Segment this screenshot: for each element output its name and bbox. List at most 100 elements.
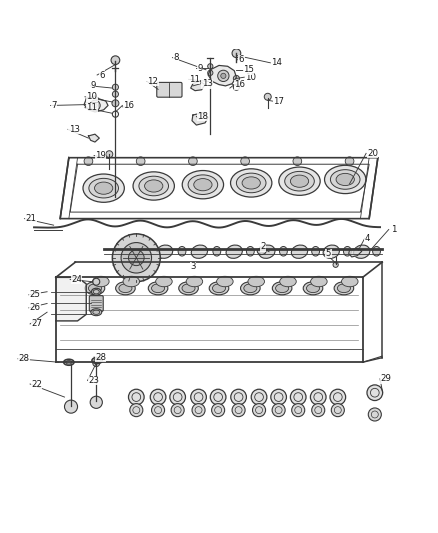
Circle shape: [90, 396, 102, 408]
Text: 18: 18: [197, 112, 208, 121]
Ellipse shape: [213, 246, 221, 256]
Circle shape: [130, 403, 143, 417]
Ellipse shape: [217, 276, 233, 287]
Circle shape: [367, 385, 383, 400]
Circle shape: [93, 360, 100, 367]
Circle shape: [113, 234, 160, 282]
Ellipse shape: [212, 284, 226, 293]
Text: 4: 4: [365, 233, 370, 243]
Ellipse shape: [336, 173, 354, 185]
Ellipse shape: [290, 175, 309, 187]
Text: 24: 24: [71, 275, 82, 284]
Text: 14: 14: [271, 58, 282, 67]
Circle shape: [264, 93, 271, 100]
Text: 10: 10: [86, 92, 97, 101]
Text: 25: 25: [30, 290, 41, 300]
Circle shape: [128, 250, 144, 265]
Ellipse shape: [148, 282, 168, 295]
Ellipse shape: [353, 245, 370, 259]
Ellipse shape: [155, 276, 172, 287]
Ellipse shape: [279, 167, 320, 195]
Ellipse shape: [132, 246, 140, 256]
Circle shape: [171, 403, 184, 417]
Ellipse shape: [307, 284, 320, 293]
Ellipse shape: [373, 246, 381, 256]
Text: 28: 28: [95, 352, 106, 361]
Circle shape: [290, 389, 306, 405]
Circle shape: [253, 403, 265, 417]
Circle shape: [192, 403, 205, 417]
Circle shape: [251, 389, 267, 405]
Circle shape: [152, 403, 165, 417]
Ellipse shape: [257, 248, 266, 255]
Ellipse shape: [119, 284, 132, 293]
Circle shape: [272, 403, 285, 417]
Circle shape: [210, 389, 226, 405]
Circle shape: [150, 389, 166, 405]
Text: 6: 6: [99, 70, 105, 79]
Ellipse shape: [182, 284, 195, 293]
Ellipse shape: [92, 276, 109, 287]
Ellipse shape: [194, 179, 212, 191]
Text: 16: 16: [123, 101, 134, 110]
Circle shape: [345, 157, 354, 166]
Text: 20: 20: [367, 149, 378, 158]
Ellipse shape: [311, 276, 327, 287]
Circle shape: [232, 403, 245, 417]
Ellipse shape: [272, 282, 292, 295]
Text: 23: 23: [88, 376, 99, 385]
Circle shape: [293, 157, 302, 166]
Circle shape: [93, 278, 100, 285]
Ellipse shape: [343, 246, 351, 256]
Ellipse shape: [89, 179, 118, 198]
Text: 11: 11: [86, 103, 97, 112]
Ellipse shape: [152, 284, 165, 293]
Circle shape: [241, 157, 250, 166]
Ellipse shape: [240, 282, 260, 295]
Ellipse shape: [182, 171, 223, 199]
Text: 17: 17: [273, 96, 284, 106]
Text: 13: 13: [201, 79, 212, 88]
Ellipse shape: [237, 173, 266, 193]
Ellipse shape: [95, 182, 113, 194]
Text: 1: 1: [391, 225, 396, 234]
Circle shape: [128, 389, 144, 405]
Text: 27: 27: [31, 319, 42, 328]
Circle shape: [311, 389, 326, 405]
Circle shape: [93, 103, 97, 108]
Circle shape: [170, 389, 185, 405]
Ellipse shape: [133, 172, 174, 200]
FancyBboxPatch shape: [157, 83, 182, 97]
Ellipse shape: [91, 309, 102, 316]
Ellipse shape: [226, 245, 242, 259]
Ellipse shape: [94, 359, 100, 362]
Ellipse shape: [139, 176, 169, 196]
Polygon shape: [56, 277, 86, 321]
Circle shape: [330, 389, 346, 405]
Text: 9: 9: [91, 82, 96, 91]
Ellipse shape: [291, 245, 307, 259]
Ellipse shape: [337, 284, 350, 293]
Ellipse shape: [242, 177, 260, 189]
Circle shape: [106, 151, 113, 158]
Circle shape: [113, 84, 118, 90]
Circle shape: [232, 49, 241, 58]
Ellipse shape: [116, 282, 135, 295]
Ellipse shape: [285, 172, 314, 191]
Ellipse shape: [244, 284, 257, 293]
Circle shape: [90, 100, 100, 111]
Ellipse shape: [323, 245, 339, 259]
Ellipse shape: [312, 246, 320, 256]
Text: 3: 3: [190, 262, 196, 271]
Circle shape: [113, 91, 118, 97]
Text: 7: 7: [51, 101, 57, 110]
Ellipse shape: [145, 180, 163, 192]
Circle shape: [188, 157, 197, 166]
Polygon shape: [192, 112, 208, 125]
Circle shape: [136, 157, 145, 166]
Ellipse shape: [156, 245, 173, 259]
Text: 26: 26: [30, 303, 41, 312]
Text: 19: 19: [95, 151, 106, 160]
Text: 11: 11: [188, 75, 200, 84]
Circle shape: [191, 389, 206, 405]
